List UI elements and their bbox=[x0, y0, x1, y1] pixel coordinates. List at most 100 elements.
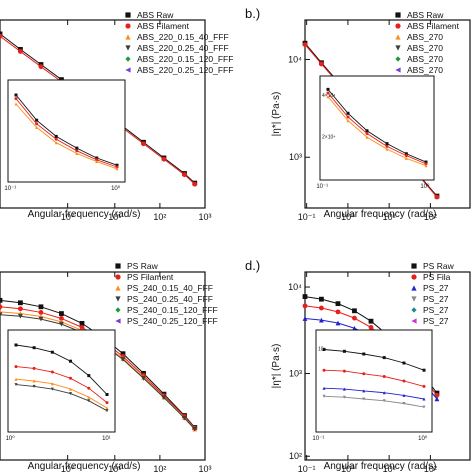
inset-data-point bbox=[404, 152, 408, 156]
x-tick-label: 10² bbox=[153, 464, 166, 474]
inset-data-point bbox=[322, 394, 326, 398]
data-point bbox=[141, 375, 146, 381]
x-tick-label: 10⁻¹ bbox=[298, 212, 316, 222]
inset-series-line bbox=[15, 98, 118, 168]
x-tick-label: 10³ bbox=[198, 212, 211, 222]
inset-x-tick-label: 10⁻¹ bbox=[4, 186, 16, 192]
inset-y-tick-label: 10⁴ bbox=[318, 346, 326, 352]
data-point bbox=[38, 316, 44, 322]
data-point bbox=[120, 351, 126, 357]
inset-plot: 10⁻¹ 10⁰ bbox=[4, 79, 126, 192]
legend-label: ABS_270 bbox=[407, 43, 443, 53]
inset-series-line bbox=[15, 378, 108, 409]
y-tick-label: 10⁴ bbox=[288, 54, 302, 64]
inset-data-point bbox=[14, 383, 18, 387]
inset-series-line bbox=[323, 387, 425, 400]
inset-data-point bbox=[422, 384, 426, 388]
legend-marker bbox=[115, 296, 121, 302]
data-point bbox=[302, 303, 308, 309]
inset-data-point bbox=[87, 374, 91, 378]
inset-data-point bbox=[95, 160, 99, 164]
data-point bbox=[335, 301, 341, 307]
inset-x-tick-label: 10⁻¹ bbox=[312, 436, 324, 442]
y-tick-label: 10⁴ bbox=[288, 282, 302, 292]
chart-panel-2: 10⁻¹ 10⁰ 10¹ 10² 10³ 10⁴ Angular frequency (ra… bbox=[245, 6, 471, 222]
x-tick-label: 10¹ bbox=[383, 464, 396, 474]
y-axis-label: |η*| (Pa·s) bbox=[271, 344, 282, 389]
inset-data-point bbox=[382, 391, 386, 395]
inset-series-line bbox=[15, 103, 118, 170]
legend-marker bbox=[125, 34, 131, 40]
legend-marker bbox=[125, 56, 131, 62]
inset-data-point bbox=[105, 393, 109, 396]
inset-series-line bbox=[323, 395, 425, 408]
legend-marker bbox=[395, 12, 401, 18]
inset-x-tick-label: 10⁰ bbox=[6, 435, 16, 442]
legend-label: ABS_220_0.15_120_FFF bbox=[137, 54, 233, 64]
inset-data-point bbox=[32, 384, 36, 388]
inset-data-point bbox=[35, 122, 39, 126]
inset-plot: 10⁻¹ 10⁰ 10⁴ bbox=[312, 329, 433, 442]
legend-label: ABS Filament bbox=[137, 21, 190, 31]
inset-data-point bbox=[342, 387, 346, 391]
data-point bbox=[434, 194, 440, 200]
inset-data-point bbox=[422, 397, 426, 401]
legend-label: ABS_270 bbox=[407, 32, 443, 42]
inset-data-point bbox=[115, 165, 119, 169]
inset-data-point bbox=[424, 162, 428, 166]
data-point bbox=[120, 357, 126, 362]
inset-data-point bbox=[402, 361, 406, 365]
data-point bbox=[352, 315, 357, 321]
legend-label: PS_27 bbox=[423, 283, 449, 293]
data-point bbox=[161, 156, 167, 162]
inset-data-point bbox=[362, 389, 366, 393]
x-tick-label: 10² bbox=[424, 464, 437, 474]
panel-label: d.) bbox=[245, 258, 260, 273]
inset-data-point bbox=[422, 405, 426, 409]
inset-data-point bbox=[115, 163, 119, 167]
legend-label: PS_27 bbox=[423, 305, 449, 315]
legend-label: ABS_220_0.25_120_FFF bbox=[137, 65, 233, 75]
inset-frame bbox=[319, 75, 435, 181]
data-point bbox=[302, 42, 308, 47]
inset-series-line bbox=[15, 94, 118, 166]
inset-plot: 10⁻¹ 10⁰ 4×10⁴ 2×10⁴ bbox=[316, 75, 435, 190]
inset-data-point bbox=[362, 397, 366, 401]
inset-data-point bbox=[385, 144, 389, 148]
inset-data-point bbox=[69, 387, 73, 391]
inset-data-point bbox=[422, 368, 426, 372]
inset-data-point bbox=[385, 147, 389, 151]
x-tick-label: 10¹ bbox=[383, 212, 396, 222]
legend-marker bbox=[411, 285, 417, 291]
inset-data-point bbox=[14, 377, 18, 381]
data-point bbox=[434, 396, 440, 402]
inset-series-line bbox=[327, 89, 427, 163]
legend-label: PS Raw bbox=[423, 261, 455, 271]
legend-label: ABS_220_0.25_40_FFF bbox=[137, 43, 229, 53]
data-point bbox=[79, 324, 85, 330]
inset-x-tick-label: 10¹ bbox=[102, 436, 111, 442]
legend-marker bbox=[125, 12, 131, 18]
x-axis-label: Angular frequency (rad/s) bbox=[28, 209, 141, 220]
inset-data-point bbox=[50, 382, 54, 386]
inset-data-point bbox=[346, 115, 350, 119]
inset-x-tick-label: 10⁰ bbox=[420, 183, 430, 190]
inset-data-point bbox=[402, 402, 406, 405]
inset-data-point bbox=[322, 348, 326, 351]
inset-data-point bbox=[105, 406, 109, 410]
inset-frame bbox=[7, 329, 116, 433]
inset-data-point bbox=[365, 132, 369, 136]
inset-data-point bbox=[14, 343, 18, 347]
inset-data-point bbox=[32, 366, 36, 370]
inset-series-line bbox=[323, 369, 425, 387]
data-point bbox=[368, 324, 374, 330]
legend-label: PS_240_0.25_120_FFF bbox=[127, 316, 218, 326]
x-tick-label: 10⁰ bbox=[341, 212, 355, 222]
inset-data-point bbox=[14, 97, 18, 101]
legend-marker bbox=[395, 45, 401, 51]
data-point bbox=[79, 320, 85, 326]
inset-data-point bbox=[362, 352, 366, 356]
